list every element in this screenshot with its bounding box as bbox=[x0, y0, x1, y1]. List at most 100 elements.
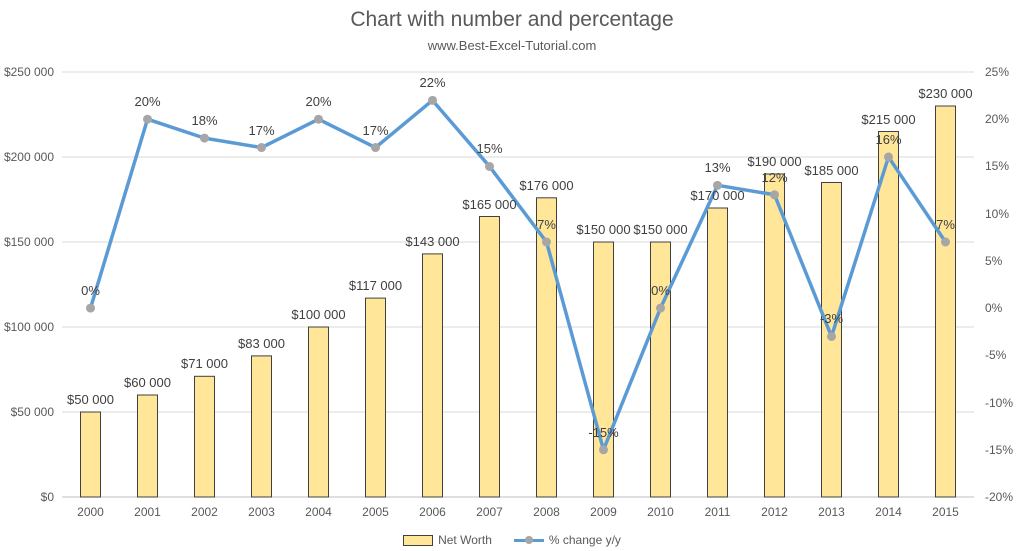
right-axis-tick: -20% bbox=[985, 490, 1014, 504]
pct-change-line bbox=[88, 98, 948, 452]
pct-value-label: 13% bbox=[704, 160, 731, 176]
line-marker bbox=[428, 95, 437, 105]
line-marker bbox=[86, 303, 95, 313]
bar-value-label: $50 000 bbox=[67, 392, 114, 407]
bar-value-label: $60 000 bbox=[124, 375, 171, 390]
bar-value-label: $185 000 bbox=[804, 162, 859, 178]
pct-value-label: -3% bbox=[819, 311, 844, 327]
line-marker bbox=[485, 161, 494, 171]
pct-value-label: 12% bbox=[761, 169, 788, 185]
bar-value-label: $150 000 bbox=[633, 222, 688, 237]
bar-value-label: $170 000 bbox=[690, 188, 745, 203]
bar-value-label: $230 000 bbox=[918, 86, 973, 101]
pct-value-label: 7% bbox=[936, 217, 955, 232]
x-axis-tick: 2004 bbox=[305, 505, 332, 519]
x-axis-tick: 2002 bbox=[191, 505, 218, 519]
bar bbox=[479, 216, 500, 498]
x-axis-tick: 2010 bbox=[647, 505, 674, 519]
bar-value-label: $176 000 bbox=[519, 177, 574, 193]
bar bbox=[878, 131, 899, 498]
line-marker bbox=[314, 114, 323, 124]
legend-label-pct-change: % change y/y bbox=[548, 533, 621, 547]
x-axis-tick: 2011 bbox=[704, 505, 731, 519]
bar bbox=[251, 355, 272, 498]
legend: Net Worth % change y/y bbox=[0, 533, 1024, 547]
pct-value-label: 17% bbox=[362, 122, 389, 138]
bar bbox=[593, 241, 614, 498]
x-axis-tick: 2012 bbox=[761, 505, 788, 519]
bar-value-label: $190 000 bbox=[747, 154, 802, 169]
right-axis-tick: 20% bbox=[985, 112, 1010, 127]
left-axis-tick: $250 000 bbox=[3, 65, 54, 79]
line-marker bbox=[371, 143, 380, 153]
right-axis-tick: -15% bbox=[985, 442, 1014, 457]
right-axis-tick: 10% bbox=[985, 206, 1010, 221]
pct-value-label: 22% bbox=[419, 75, 446, 91]
x-axis-tick: 2005 bbox=[362, 505, 389, 519]
left-axis-tick: $50 000 bbox=[10, 405, 54, 419]
x-axis-tick: 2013 bbox=[818, 505, 845, 519]
bar-value-label: $143 000 bbox=[405, 233, 460, 249]
left-axis-tick: $100 000 bbox=[3, 320, 54, 334]
right-axis-tick: 5% bbox=[985, 253, 1003, 268]
bar bbox=[365, 297, 386, 498]
pct-value-label: 7% bbox=[537, 217, 556, 232]
line-marker bbox=[941, 237, 950, 247]
net-worth-swatch-icon bbox=[403, 534, 434, 546]
right-axis-tick: 25% bbox=[985, 65, 1010, 79]
chart-subtitle: www.Best-Excel-Tutorial.com bbox=[427, 38, 597, 53]
bar-value-label: $71 000 bbox=[181, 356, 228, 372]
x-axis-tick: 2008 bbox=[533, 505, 560, 519]
x-axis-tick: 2001 bbox=[134, 505, 161, 519]
pct-value-label: 15% bbox=[476, 141, 503, 157]
x-axis-tick: 2007 bbox=[476, 505, 503, 519]
x-axis-tick: 2000 bbox=[77, 505, 104, 519]
x-axis-tick: 2014 bbox=[875, 505, 902, 519]
left-axis-tick: $150 000 bbox=[3, 235, 54, 249]
bar-value-label: $100 000 bbox=[291, 307, 346, 322]
x-axis-tick: 2006 bbox=[419, 505, 446, 519]
bar bbox=[308, 326, 329, 498]
pct-value-label: 0% bbox=[81, 283, 100, 299]
bar bbox=[935, 105, 956, 498]
pct-value-label: 17% bbox=[248, 122, 275, 138]
right-axis-tick: 15% bbox=[985, 159, 1010, 174]
x-axis-tick: 2015 bbox=[932, 505, 959, 519]
pct-value-label: 20% bbox=[305, 94, 332, 110]
line-marker bbox=[713, 180, 722, 190]
bar bbox=[194, 375, 215, 498]
bar bbox=[137, 394, 158, 498]
bar bbox=[764, 173, 785, 498]
line-marker bbox=[143, 114, 152, 124]
right-axis-tick: -10% bbox=[985, 395, 1014, 410]
pct-value-label: 0% bbox=[651, 283, 670, 299]
line-marker bbox=[200, 133, 209, 143]
line-marker bbox=[827, 331, 836, 341]
bar bbox=[650, 241, 671, 498]
pct-value-label: 20% bbox=[134, 94, 161, 110]
bar bbox=[707, 207, 728, 498]
pct-value-label: 18% bbox=[191, 113, 218, 129]
bar bbox=[536, 197, 557, 498]
pct-value-label: 16% bbox=[875, 132, 902, 147]
legend-item-pct-change: % change y/y bbox=[513, 533, 621, 547]
bar bbox=[422, 253, 443, 498]
line-marker bbox=[599, 445, 608, 455]
x-axis-tick: 2003 bbox=[248, 505, 275, 519]
legend-item-net-worth: Net Worth bbox=[403, 533, 492, 547]
line-marker bbox=[656, 303, 665, 313]
line-marker bbox=[770, 190, 779, 200]
bar bbox=[80, 411, 101, 498]
legend-label-net-worth: Net Worth bbox=[438, 533, 492, 547]
left-axis-tick: $200 000 bbox=[3, 150, 54, 164]
pct-value-label: -15% bbox=[588, 424, 619, 440]
bar-value-label: $165 000 bbox=[462, 196, 517, 212]
x-axis-tick: 2009 bbox=[590, 505, 617, 519]
line-marker bbox=[542, 237, 551, 247]
line-marker bbox=[257, 143, 266, 153]
bar-value-label: $83 000 bbox=[238, 335, 285, 351]
right-axis-tick: -5% bbox=[985, 348, 1007, 363]
bar-value-label: $215 000 bbox=[861, 111, 916, 127]
